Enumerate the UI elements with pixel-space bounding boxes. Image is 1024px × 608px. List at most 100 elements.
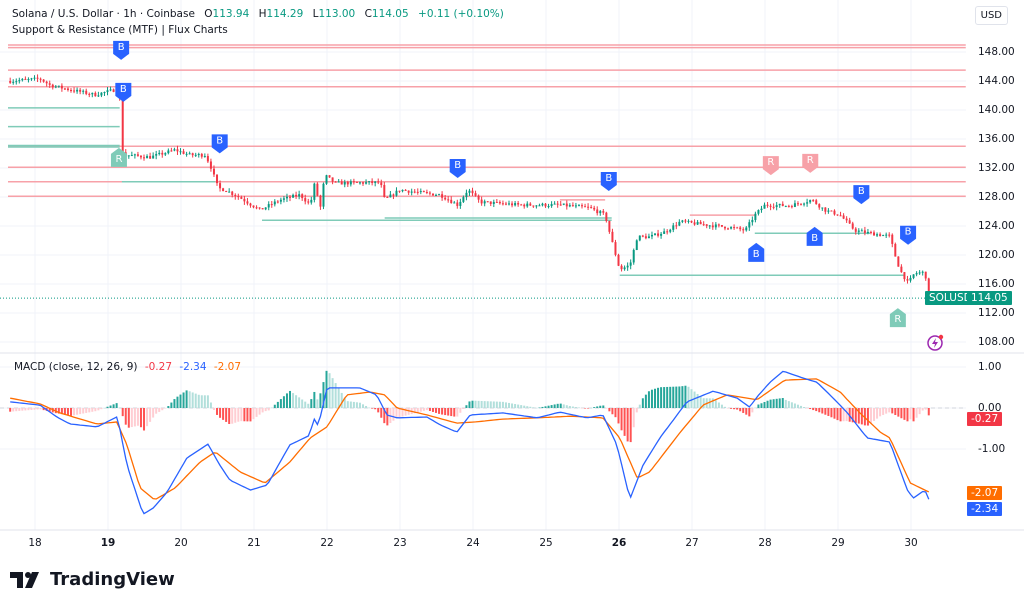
candle bbox=[109, 86, 112, 92]
candle-body bbox=[882, 235, 885, 237]
macd-histogram-bar bbox=[882, 408, 885, 415]
price-axis-label: 132.00 bbox=[978, 162, 1015, 174]
candle bbox=[535, 205, 538, 209]
candle-body bbox=[139, 155, 142, 158]
tradingview-logo[interactable]: TradingView bbox=[10, 569, 175, 590]
candle bbox=[888, 232, 891, 238]
signal-marker-b: B bbox=[115, 82, 132, 102]
candle bbox=[644, 233, 647, 240]
candle bbox=[203, 153, 206, 158]
macd-histogram-bar bbox=[88, 408, 91, 413]
macd-histogram-bar bbox=[876, 408, 879, 419]
macd-histogram-bar bbox=[796, 404, 799, 408]
macd-legend[interactable]: MACD (close, 12, 26, 9) -0.27 -2.34 -2.0… bbox=[14, 361, 241, 373]
currency-button[interactable]: USD bbox=[974, 6, 1008, 25]
candle-body bbox=[577, 205, 580, 207]
candle bbox=[508, 200, 511, 206]
candle bbox=[219, 180, 222, 192]
macd-histogram-bar bbox=[511, 403, 514, 408]
candle bbox=[450, 196, 453, 204]
macd-tag: -2.34 bbox=[967, 501, 1003, 516]
candle-body bbox=[231, 191, 234, 195]
macd-histogram-bar bbox=[587, 408, 590, 409]
signal-marker-r: R bbox=[110, 147, 127, 167]
candle bbox=[139, 155, 142, 160]
candle bbox=[149, 152, 152, 159]
candle bbox=[352, 178, 355, 185]
macd-histogram-bar bbox=[632, 408, 635, 428]
candle bbox=[754, 211, 757, 223]
candle-body bbox=[486, 201, 489, 203]
candle bbox=[623, 265, 626, 271]
candle-body bbox=[590, 206, 593, 208]
macd-histogram-bar bbox=[638, 404, 641, 408]
candle bbox=[240, 195, 243, 200]
macd-histogram-bar bbox=[647, 391, 650, 408]
candle-body bbox=[130, 155, 133, 157]
candle-body bbox=[684, 220, 687, 222]
candle bbox=[82, 89, 85, 95]
open-label: O bbox=[204, 8, 213, 20]
candle bbox=[337, 179, 340, 183]
candle bbox=[739, 226, 742, 232]
candle-body bbox=[54, 86, 57, 88]
candle-body bbox=[73, 90, 76, 92]
price-axis-label: 108.00 bbox=[978, 336, 1015, 348]
candle bbox=[629, 259, 632, 270]
candle-body bbox=[285, 196, 288, 199]
candle bbox=[313, 182, 316, 203]
candle-body bbox=[453, 202, 456, 204]
candle bbox=[249, 202, 252, 208]
candle bbox=[757, 209, 760, 216]
candle bbox=[796, 201, 799, 207]
macd-histogram-bar bbox=[301, 399, 304, 408]
macd-histogram-bar bbox=[33, 408, 36, 410]
macd-histogram-bar bbox=[225, 408, 228, 422]
candle-body bbox=[340, 181, 343, 185]
macd-histogram-bar bbox=[775, 398, 778, 408]
candle bbox=[30, 77, 33, 81]
macd-histogram-bar bbox=[310, 399, 313, 408]
macd-histogram-bar bbox=[179, 394, 182, 408]
marker-shape bbox=[806, 226, 823, 246]
candle-body bbox=[553, 203, 556, 205]
macd-histogram-bar bbox=[453, 408, 456, 417]
candle bbox=[912, 274, 915, 280]
time-axis-label: 29 bbox=[831, 537, 845, 549]
macd-histogram-bar bbox=[12, 408, 15, 412]
candle bbox=[435, 193, 438, 197]
low-label: L bbox=[312, 8, 319, 20]
indicator-legend[interactable]: Support & Resistance (MTF) | Flux Charts bbox=[12, 24, 228, 36]
candle-body bbox=[742, 229, 745, 231]
candle-body bbox=[532, 205, 535, 207]
candle-body bbox=[812, 200, 815, 202]
macd-histogram-bar bbox=[663, 387, 666, 408]
candle-body bbox=[480, 199, 483, 204]
marker-shape bbox=[762, 156, 779, 176]
macd-histogram-bar bbox=[492, 401, 495, 408]
macd-histogram-bar bbox=[903, 408, 906, 420]
candle-body bbox=[368, 181, 371, 183]
candle-body bbox=[346, 181, 349, 185]
symbol-title[interactable]: Solana / U.S. Dollar · 1h · Coinbase bbox=[12, 8, 195, 20]
macd-histogram-bar bbox=[778, 398, 781, 408]
macd-histogram-bar bbox=[206, 395, 209, 408]
macd-histogram-bar bbox=[444, 408, 447, 416]
candle bbox=[70, 88, 73, 93]
macd-histogram-bar bbox=[319, 393, 322, 408]
candle bbox=[182, 148, 185, 155]
change-value: +0.11 (+0.10%) bbox=[418, 8, 504, 20]
macd-histogram-bar bbox=[316, 399, 319, 408]
candle bbox=[663, 228, 666, 234]
macd-histogram-bar bbox=[273, 404, 276, 408]
price-axis-label: 112.00 bbox=[978, 307, 1015, 319]
macd-histogram-bar bbox=[255, 408, 258, 417]
candle bbox=[358, 181, 361, 185]
candle-body bbox=[170, 150, 173, 152]
macd-histogram-bar bbox=[349, 401, 352, 408]
candle bbox=[821, 207, 824, 211]
macd-histogram-bar bbox=[748, 408, 751, 417]
macd-histogram-bar bbox=[404, 408, 407, 416]
candle bbox=[803, 202, 806, 207]
